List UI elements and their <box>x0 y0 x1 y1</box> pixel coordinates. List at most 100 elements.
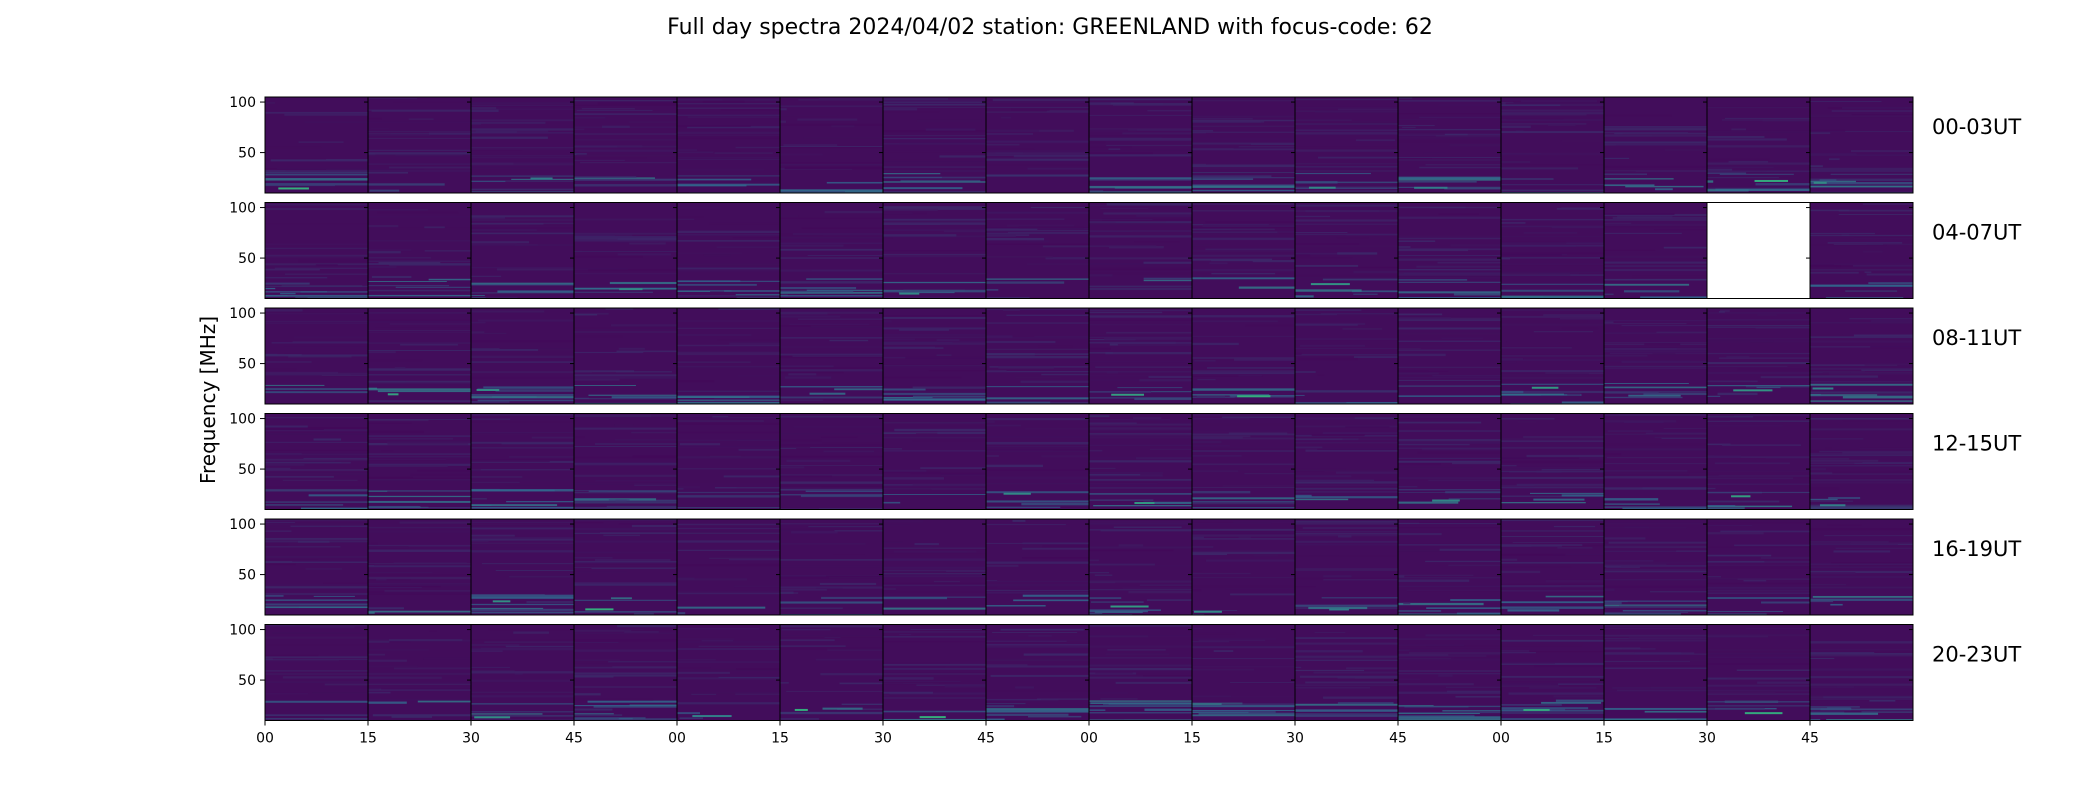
spectral-band <box>1192 138 1295 140</box>
spectrum-panel <box>367 518 472 616</box>
spectral-band <box>368 530 471 533</box>
spectral-band <box>1810 284 1913 287</box>
spectral-band <box>883 626 917 629</box>
spectral-band <box>1832 471 1913 474</box>
spectral-band <box>1192 528 1295 531</box>
spectral-band <box>1722 119 1810 121</box>
spectral-band <box>986 524 1066 526</box>
spectral-band <box>1192 497 1295 500</box>
spectral-band <box>1604 184 1655 187</box>
spectral-band <box>1810 271 1859 274</box>
spectral-band <box>608 661 677 663</box>
spectral-band <box>1606 566 1640 569</box>
spectral-band <box>1604 365 1707 367</box>
spectral-band <box>806 278 883 280</box>
spectral-band <box>1501 590 1604 592</box>
spectral-band <box>883 320 892 323</box>
spectral-band <box>780 153 823 156</box>
spectral-band <box>1089 472 1163 474</box>
spectral-band <box>609 281 677 285</box>
panel-background <box>1707 413 1810 510</box>
spectral-band <box>471 340 574 343</box>
spectral-band <box>1399 442 1501 444</box>
spectral-band <box>1810 165 1823 168</box>
spectral-band <box>780 287 857 290</box>
spectral-band <box>1089 429 1192 432</box>
spectral-band <box>883 98 949 100</box>
spectral-band <box>1295 338 1398 341</box>
spectral-band <box>1192 315 1295 318</box>
spectral-band <box>986 234 1016 237</box>
spectral-band <box>1604 134 1707 137</box>
spectral-band <box>883 176 942 179</box>
spectrum-panel <box>882 307 987 405</box>
spectral-band <box>1810 346 1913 348</box>
spectral-band <box>1398 124 1435 127</box>
spectral-band <box>1192 118 1253 120</box>
spectral-band <box>1398 313 1443 316</box>
spectral-band <box>1421 447 1501 451</box>
spectral-band <box>265 441 368 443</box>
spectral-band <box>1501 639 1604 642</box>
spectral-band <box>574 113 677 115</box>
spectral-band <box>574 351 644 354</box>
spectral-band <box>1501 561 1604 564</box>
spectral-band <box>1501 295 1604 298</box>
spectral-band <box>265 654 319 657</box>
spectral-band <box>1707 385 1810 387</box>
spectral-band <box>1604 143 1707 145</box>
spectral-band <box>1533 331 1594 333</box>
spectral-band <box>1346 402 1398 404</box>
spectrum-panel <box>985 96 1090 194</box>
spectral-band <box>368 289 471 292</box>
spectral-band <box>574 251 677 252</box>
spectral-band <box>808 526 883 528</box>
spectral-band <box>1841 107 1913 109</box>
spectral-band <box>1295 442 1398 444</box>
spectral-band <box>1810 500 1853 502</box>
spectral-band <box>1438 674 1453 677</box>
spectrum-panel <box>882 518 987 616</box>
spectral-band <box>1295 586 1316 588</box>
spectral-band <box>606 505 677 508</box>
spectral-band <box>677 531 780 534</box>
spectral-band <box>1604 249 1656 251</box>
spectral-band <box>1398 349 1501 351</box>
spectral-band <box>265 433 368 435</box>
spectral-band <box>1192 668 1255 671</box>
spectral-band <box>1308 606 1368 610</box>
x-axis: 00 15 30 45 00 15 30 45 00 15 30 45 00 15 30 45 <box>256 720 1819 747</box>
spectral-band <box>1089 154 1192 157</box>
spectral-band <box>986 698 1041 701</box>
panel-background <box>1810 624 1913 721</box>
spectral-band <box>1192 394 1270 396</box>
spectral-band <box>1192 116 1295 118</box>
spectral-band <box>780 242 883 244</box>
spectral-band <box>883 469 927 472</box>
spectral-band <box>1604 347 1707 351</box>
spectral-band <box>780 592 799 594</box>
spectral-band <box>265 467 291 471</box>
spectral-band <box>1501 218 1604 221</box>
spectral-band <box>986 111 1089 113</box>
spectral-band <box>986 645 1089 648</box>
spectral-band <box>1810 178 1913 181</box>
spectral-band <box>1089 190 1104 192</box>
spectral-band <box>780 281 883 284</box>
spectral-band <box>1192 342 1239 346</box>
spectral-band <box>471 670 515 673</box>
spectral-band <box>1707 521 1810 524</box>
spectral-band <box>1501 315 1604 318</box>
spectral-band <box>1295 252 1338 255</box>
spectral-band <box>1198 639 1266 641</box>
spectral-band <box>1192 119 1295 122</box>
spectral-band <box>677 637 735 641</box>
spectral-band <box>574 128 585 131</box>
spectral-band <box>471 332 507 334</box>
spectral-band <box>1020 380 1089 383</box>
spectral-band <box>1398 463 1441 466</box>
spectral-band <box>1323 579 1398 581</box>
spectral-band <box>471 297 486 299</box>
spectral-band <box>1089 319 1192 321</box>
spectral-burst <box>585 608 614 611</box>
